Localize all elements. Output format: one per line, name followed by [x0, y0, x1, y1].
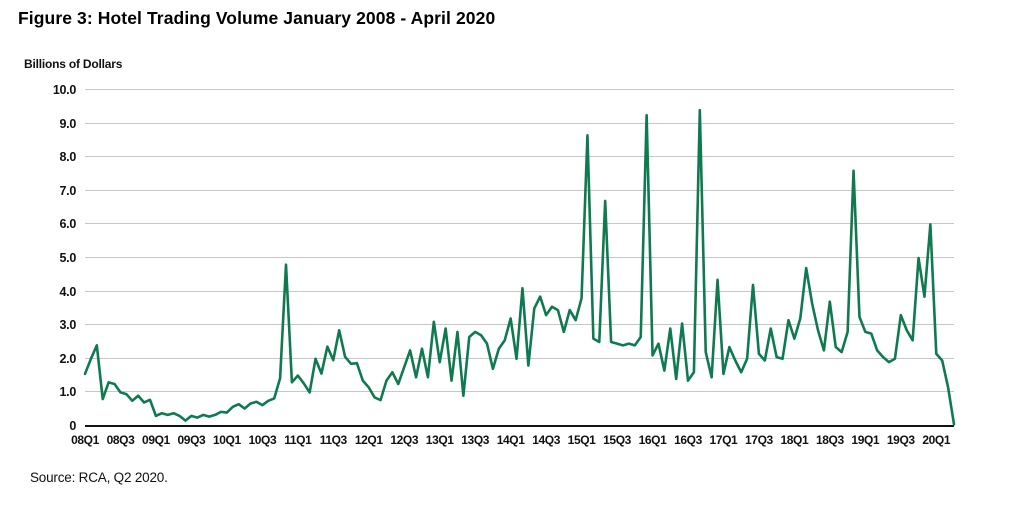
x-tick-label: 08Q3 — [106, 433, 135, 447]
x-tick-label: 08Q1 — [71, 433, 99, 447]
x-tick-label: 16Q3 — [674, 433, 702, 447]
x-tick-label: 15Q3 — [603, 433, 631, 447]
x-tick-label: 18Q3 — [815, 433, 844, 447]
x-tick-label: 19Q3 — [886, 433, 915, 447]
x-tick-label: 19Q1 — [851, 433, 880, 447]
y-tick-label: 9.0 — [59, 116, 77, 131]
x-tick-label: 20Q1 — [922, 433, 951, 447]
y-tick-label: 2.0 — [59, 351, 77, 366]
x-tick-label: 14Q3 — [532, 433, 560, 447]
gridline — [85, 290, 954, 292]
line-chart-canvas — [85, 90, 954, 426]
x-tick-label: 11Q1 — [284, 433, 312, 447]
x-tick-label: 18Q1 — [780, 433, 809, 447]
x-tick-label: 09Q1 — [142, 433, 170, 447]
x-tick-label: 16Q1 — [638, 433, 667, 447]
y-axis-unit-label: Billions of Dollars — [24, 57, 123, 71]
x-tick-label: 12Q3 — [390, 433, 419, 447]
gridline — [85, 156, 954, 158]
y-tick-label: 1.0 — [59, 385, 77, 400]
x-axis: 08Q1 08Q3 09Q1 09Q3 10Q1 10Q3 11Q1 11Q3 12Q1 12Q3… — [71, 433, 954, 448]
y-tick-label: 3.0 — [59, 318, 77, 333]
x-tick-label: 13Q1 — [425, 433, 454, 447]
gridline — [85, 257, 954, 258]
hotel-trading-volume-line — [85, 110, 954, 424]
x-tick-label: 17Q1 — [709, 433, 738, 447]
x-tick-label: 14Q1 — [496, 433, 525, 447]
y-axis: 10.0 9.0 8.0 7.0 6.0 5.0 4.0 3.0 2.0 1.0 0 — [0, 83, 77, 433]
x-tick-label: 11Q3 — [319, 433, 347, 447]
y-tick-label: 7.0 — [59, 183, 77, 198]
gridline — [85, 89, 954, 90]
y-tick-label: 8.0 — [59, 150, 77, 165]
x-tick-label: 10Q3 — [248, 433, 277, 447]
x-tick-label: 17Q3 — [745, 433, 773, 447]
gridline — [85, 391, 954, 393]
chart-plot-area — [85, 89, 954, 427]
x-tick-label: 13Q3 — [461, 433, 490, 447]
y-tick-label: 4.0 — [59, 284, 77, 299]
source-note: Source: RCA, Q2 2020. — [30, 470, 168, 485]
figure-title: Figure 3: Hotel Trading Volume January 2… — [18, 8, 496, 28]
gridline — [85, 223, 954, 225]
gridline — [85, 357, 954, 359]
y-tick-label: 6.0 — [59, 217, 77, 232]
x-tick-label: 15Q1 — [567, 433, 596, 447]
gridline — [85, 189, 954, 191]
x-tick-label: 12Q1 — [354, 433, 383, 447]
y-tick-label: 0 — [69, 419, 76, 433]
x-axis-baseline — [85, 425, 954, 427]
x-tick-label: 09Q3 — [177, 433, 206, 447]
y-tick-label: 5.0 — [59, 251, 77, 265]
gridline — [85, 122, 954, 124]
x-tick-label: 10Q1 — [212, 433, 241, 447]
y-tick-label: 10.0 — [52, 83, 76, 97]
